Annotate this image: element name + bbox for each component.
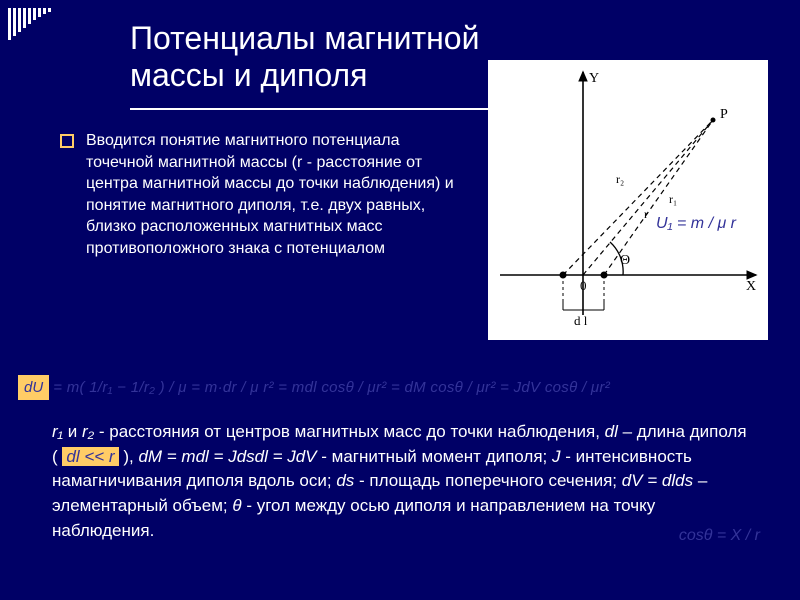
dipole-diagram: Y X 0 P r₁ r₂ r Θ d l [488,60,768,340]
r2-label: r₂ [616,172,624,186]
theta-label: Θ [620,253,630,268]
sym-dl: dl [605,422,618,441]
dU-highlight: dU [18,375,49,400]
r1-label: r₁ [669,192,677,206]
axis-x-label: X [746,279,756,294]
bullet-block: Вводится понятие магнитного потенциала т… [60,130,460,260]
sym-dV: dV = dlds [622,471,693,490]
dl-label: d l [574,313,588,328]
equation-strip: dU = m( 1/r₁ − 1/r₂ ) / μ = m·dr / μ r² … [0,370,800,404]
definitions-paragraph: r₁ и r₂ - расстояния от центров магнитны… [52,420,752,543]
potential-equation: U₁ = m / μ r [656,215,736,233]
corner-decoration [8,8,51,40]
r-label: r [644,207,648,221]
bullet-text: Вводится понятие магнитного потенциала т… [86,130,460,260]
bullet-marker [60,134,74,148]
cos-theta-equation: cosθ = X / r [679,527,760,545]
sym-dM: dM = mdl = Jdsdl = JdV [138,447,316,466]
axis-y-label: Y [589,71,599,86]
sym-r2: r₂ [82,422,94,441]
sym-ds: ds [336,471,354,490]
sym-theta: θ [232,496,241,515]
diagram-svg: Y X 0 P r₁ r₂ r Θ d l [488,60,768,340]
origin-label: 0 [580,278,587,293]
sym-r1: r₁ [52,422,63,441]
point-p-label: P [720,107,728,122]
equation-chain: = m( 1/r₁ − 1/r₂ ) / μ = m·dr / μ r² = m… [53,379,610,396]
dl-condition: dl << r [62,447,118,466]
